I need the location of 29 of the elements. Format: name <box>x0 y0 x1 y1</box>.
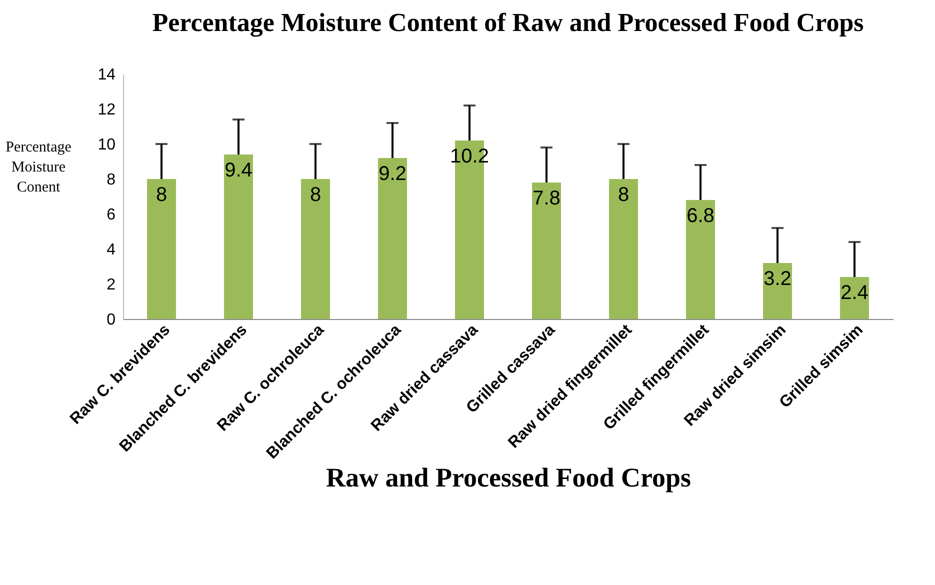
y-tick-label: 0 <box>106 312 116 328</box>
data-label: 9.2 <box>378 163 406 185</box>
data-label: 8 <box>156 184 168 206</box>
data-label: 8 <box>618 184 630 206</box>
data-label: 2.4 <box>840 282 868 304</box>
bar <box>532 182 561 319</box>
data-label: 9.4 <box>224 160 252 182</box>
data-label: 6.8 <box>686 205 714 227</box>
y-tick-label: 8 <box>106 172 116 188</box>
bar <box>686 200 715 319</box>
bar <box>609 179 638 319</box>
y-tick-label: 4 <box>106 242 116 258</box>
y-axis-title: Percentage Moisture Conent <box>6 140 72 196</box>
y-tick-label: 14 <box>98 66 116 84</box>
data-label: 7.8 <box>532 188 560 210</box>
y-tick-label: 12 <box>98 102 116 118</box>
x-axis-title: Raw and Processed Food Crops <box>326 462 692 493</box>
y-tick-label: 6 <box>106 206 116 224</box>
bar <box>301 179 330 319</box>
bar <box>147 179 176 319</box>
chart-title: Percentage Moisture Content of Raw and Processed Food Crops <box>152 8 864 37</box>
bar <box>763 263 792 319</box>
y-tick-label: 2 <box>106 276 116 294</box>
bar <box>840 277 869 319</box>
bar <box>224 154 253 319</box>
data-label: 8 <box>310 184 322 206</box>
bar <box>378 158 407 319</box>
y-tick-label: 10 <box>98 136 116 154</box>
data-label: 3.2 <box>764 268 792 290</box>
